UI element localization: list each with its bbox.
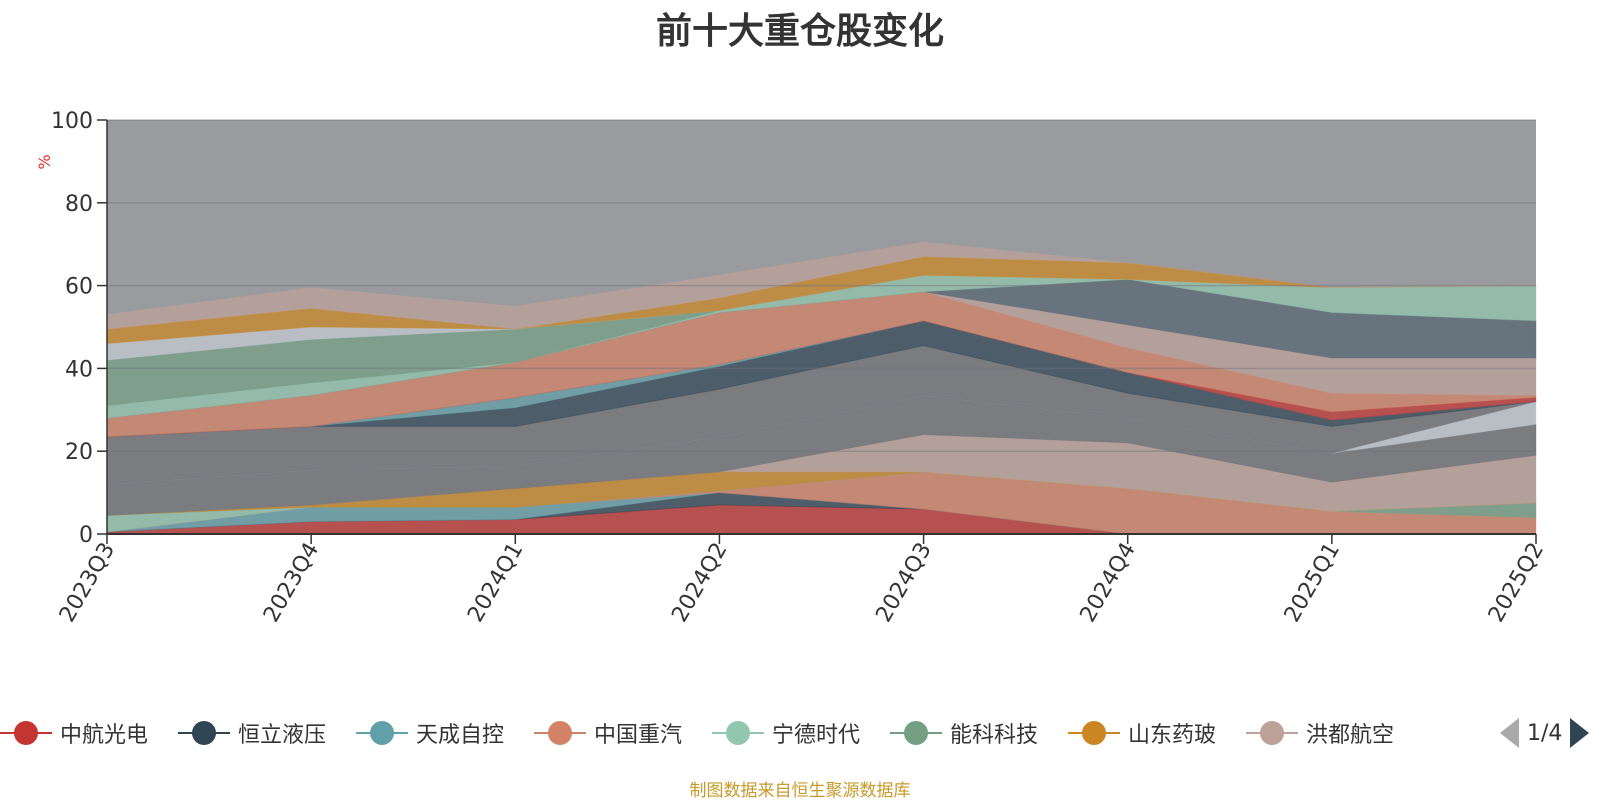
legend-marker-icon bbox=[178, 718, 230, 748]
area-series-20 bbox=[106, 274, 1537, 407]
x-tick-label-4: 2024Q3 bbox=[871, 539, 936, 627]
area-series-5 bbox=[106, 471, 1537, 518]
x-tick-label-0: 2023Q3 bbox=[55, 539, 120, 627]
area-series-2 bbox=[106, 492, 1536, 535]
legend-next-page-button[interactable] bbox=[1570, 718, 1590, 748]
area-series-17 bbox=[106, 291, 1537, 419]
legend-label: 洪都航空 bbox=[1306, 723, 1395, 748]
legend-label: 山东药玻 bbox=[1128, 723, 1217, 748]
legend-item[interactable]: 中航光电 bbox=[0, 718, 148, 748]
x-tick-label-3: 2024Q2 bbox=[667, 539, 732, 627]
legend-label: 天成自控 bbox=[416, 723, 505, 748]
legend-label: 中航光电 bbox=[60, 723, 149, 748]
legend-item[interactable]: 天成自控 bbox=[356, 718, 504, 748]
legend-label: 恒立液压 bbox=[238, 723, 327, 748]
x-tick-label-1: 2023Q4 bbox=[259, 539, 324, 627]
legend-item[interactable]: 宁德时代 bbox=[712, 718, 860, 748]
chart-canvas: 0 20 40 60 80 100% 2023Q3 2023Q4 2024Q1 2024Q2 202… bbox=[35, 109, 1549, 627]
area-series-3 bbox=[106, 471, 1537, 535]
area-series-18 bbox=[106, 278, 1537, 419]
y-tick-label-80: 80 bbox=[65, 192, 93, 217]
x-tick-label-6: 2025Q1 bbox=[1280, 539, 1345, 627]
area-series-21 bbox=[106, 274, 1537, 361]
legend: 中航光电 恒立液压 天成自控 中国重汽 宁德时代 能科科技 山东药玻 洪都航空 bbox=[0, 700, 1478, 764]
x-tick-label-2: 2024Q1 bbox=[463, 539, 528, 627]
legend-item[interactable]: 山东药玻 bbox=[1068, 718, 1216, 748]
y-tick-label-0: 0 bbox=[79, 523, 93, 548]
legend-item[interactable]: 洪都航空 bbox=[1246, 718, 1394, 748]
y-tick-label-40: 40 bbox=[65, 357, 93, 382]
legend-marker-icon bbox=[890, 718, 942, 748]
area-series-8 bbox=[106, 394, 1537, 516]
legend-marker-icon bbox=[0, 718, 52, 748]
legend-page-indicator: 1/4 bbox=[1527, 720, 1563, 746]
y-tick-label-20: 20 bbox=[65, 440, 93, 465]
area-series-15 bbox=[106, 320, 1537, 438]
legend-prev-page-button[interactable] bbox=[1500, 718, 1519, 748]
area-series-7 bbox=[106, 434, 1537, 516]
area-series-22 bbox=[106, 256, 1537, 345]
legend-marker-icon bbox=[1246, 718, 1298, 748]
x-tick-label-7: 2025Q2 bbox=[1484, 539, 1549, 627]
legend-label: 能科科技 bbox=[950, 723, 1039, 748]
legend-item[interactable]: 恒立液压 bbox=[178, 718, 326, 748]
area-series-19 bbox=[106, 274, 1537, 419]
legend-marker-icon bbox=[712, 718, 764, 748]
y-tick-label-60: 60 bbox=[65, 275, 93, 300]
chart-title: 前十大重仓股变化 bbox=[655, 11, 944, 52]
area-series-10 bbox=[106, 394, 1537, 485]
data-source-note: 制图数据来自恒生聚源数据库 bbox=[689, 781, 911, 801]
legend-marker-icon bbox=[356, 718, 408, 748]
y-tick-label-100: 100 bbox=[51, 109, 93, 134]
legend-pager: 1/4 bbox=[1500, 718, 1590, 748]
x-tick-label-5: 2024Q4 bbox=[1076, 539, 1141, 627]
legend-item[interactable]: 中国重汽 bbox=[534, 718, 682, 748]
legend-item[interactable]: 能科科技 bbox=[890, 718, 1038, 748]
legend-label: 宁德时代 bbox=[772, 723, 861, 748]
y-axis-label: % bbox=[35, 154, 54, 169]
legend-marker-icon bbox=[1068, 718, 1120, 748]
area-series-24 bbox=[106, 241, 1537, 330]
legend-marker-icon bbox=[534, 718, 586, 748]
area-series-16 bbox=[106, 291, 1537, 438]
area-series-12 bbox=[106, 345, 1537, 485]
legend-label: 中国重汽 bbox=[594, 723, 683, 748]
